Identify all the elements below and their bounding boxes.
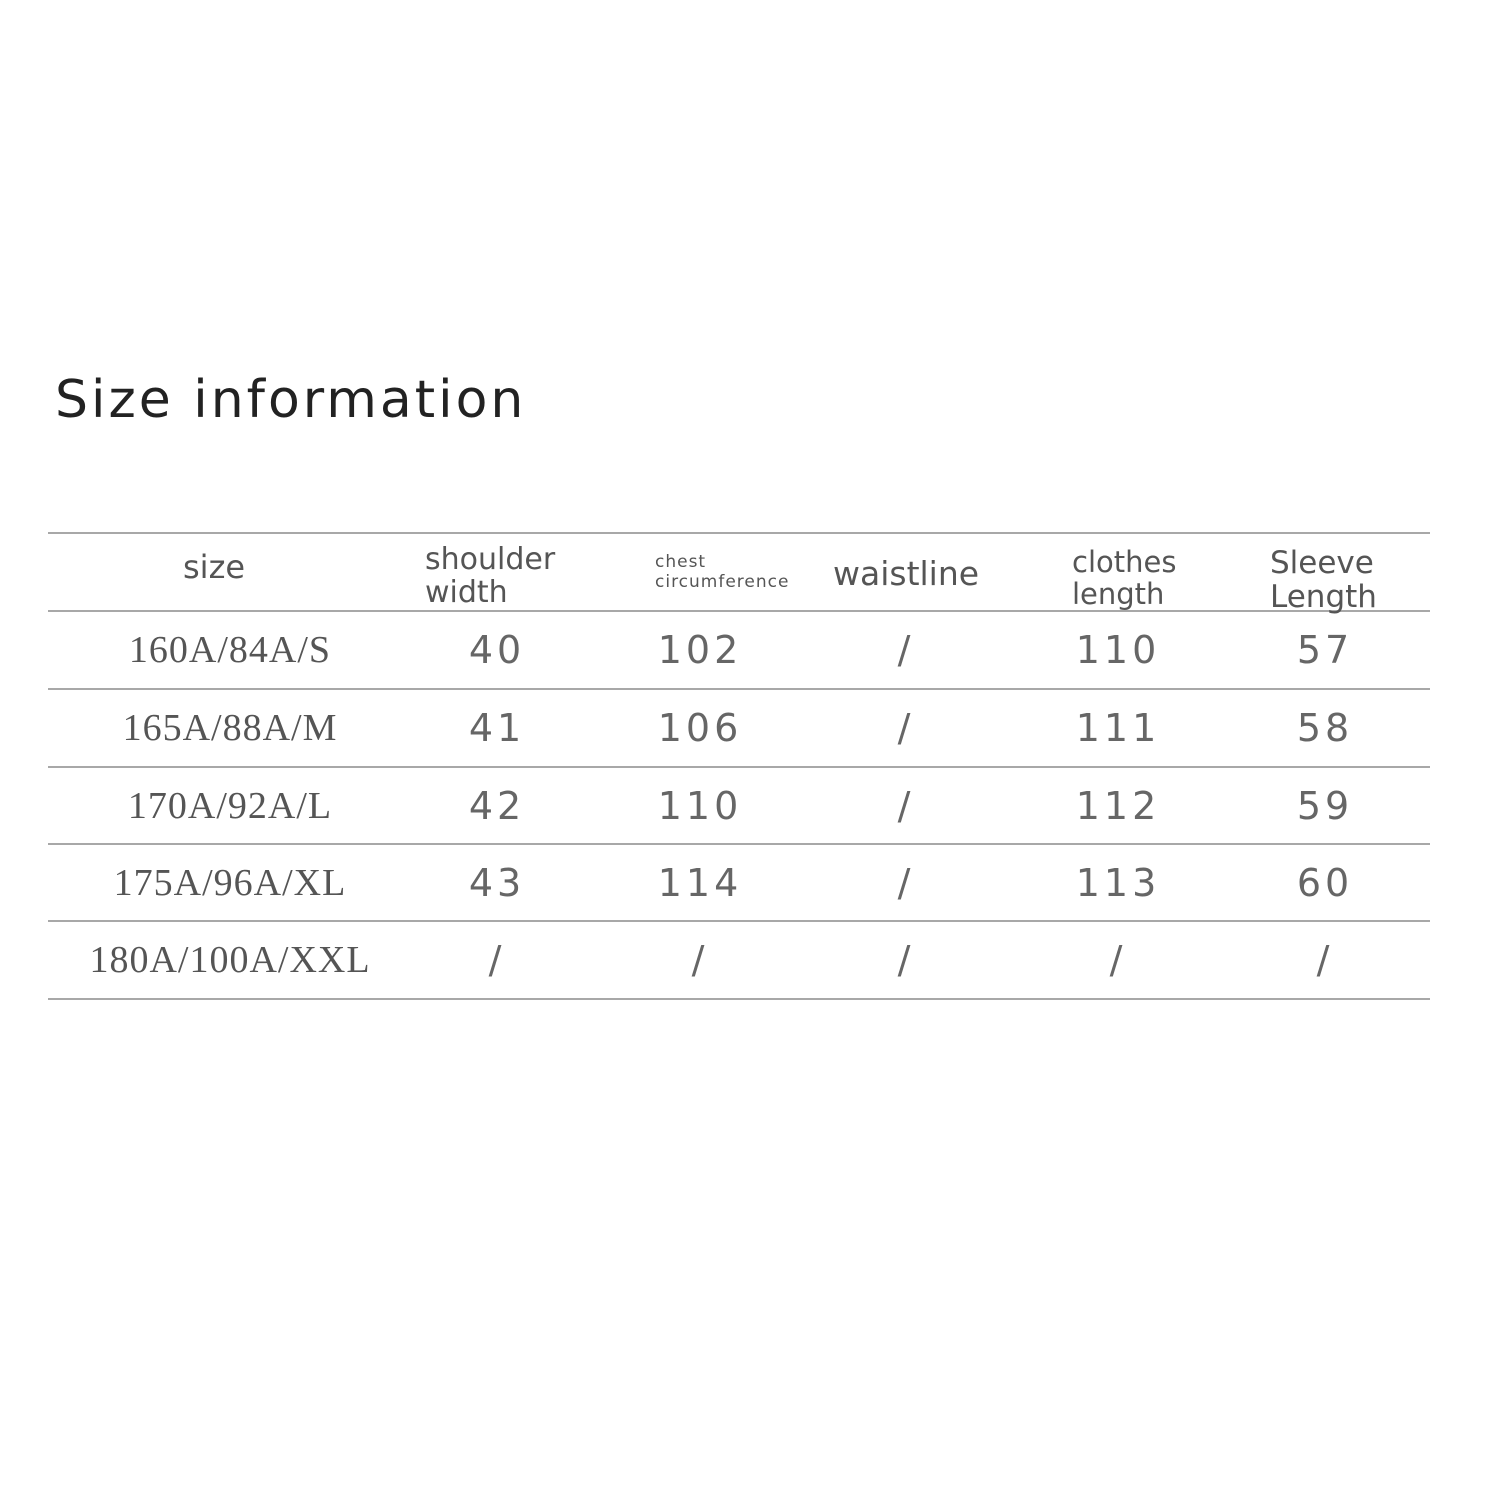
measurement: / [897, 861, 915, 905]
measurement: / [488, 938, 506, 982]
size-label: 175A/96A/XL [113, 862, 347, 904]
column-header: size [183, 548, 246, 586]
measurement: 106 [657, 706, 743, 750]
table-rule [48, 843, 1430, 845]
measurement: 42 [468, 784, 526, 828]
size-label: 170A/92A/L [127, 785, 333, 827]
column-header: Sleeve Length [1270, 545, 1377, 615]
column-header: clothes length [1072, 545, 1177, 611]
size-label: 180A/100A/XXL [89, 939, 371, 981]
measurement: 60 [1296, 861, 1354, 905]
size-label: 160A/84A/S [128, 629, 332, 671]
table-rule [48, 688, 1430, 690]
measurement: 58 [1296, 706, 1354, 750]
measurement: 43 [468, 861, 526, 905]
measurement: / [897, 784, 915, 828]
measurement: / [691, 938, 709, 982]
measurement: 40 [468, 628, 526, 672]
column-header: waistline [833, 554, 980, 593]
measurement: 57 [1296, 628, 1354, 672]
table-rule [48, 532, 1430, 534]
size-label: 165A/88A/M [122, 707, 338, 749]
measurement: 41 [468, 706, 526, 750]
measurement: 114 [657, 861, 743, 905]
measurement: 110 [1075, 628, 1161, 672]
table-rule [48, 610, 1430, 612]
table-rule [48, 920, 1430, 922]
measurement: / [897, 628, 915, 672]
column-header: chest circumference [655, 552, 790, 592]
measurement: 110 [657, 784, 743, 828]
measurement: / [897, 706, 915, 750]
measurement: / [1109, 938, 1127, 982]
column-header: shoulder width [425, 542, 556, 610]
measurement: 111 [1075, 706, 1161, 750]
title: Size information [55, 370, 527, 430]
measurement: / [897, 938, 915, 982]
measurement: 102 [657, 628, 743, 672]
measurement: / [1316, 938, 1334, 982]
measurement: 113 [1075, 861, 1161, 905]
measurement: 59 [1296, 784, 1354, 828]
measurement: 112 [1075, 784, 1161, 828]
table-rule [48, 766, 1430, 768]
table-rule [48, 998, 1430, 1000]
